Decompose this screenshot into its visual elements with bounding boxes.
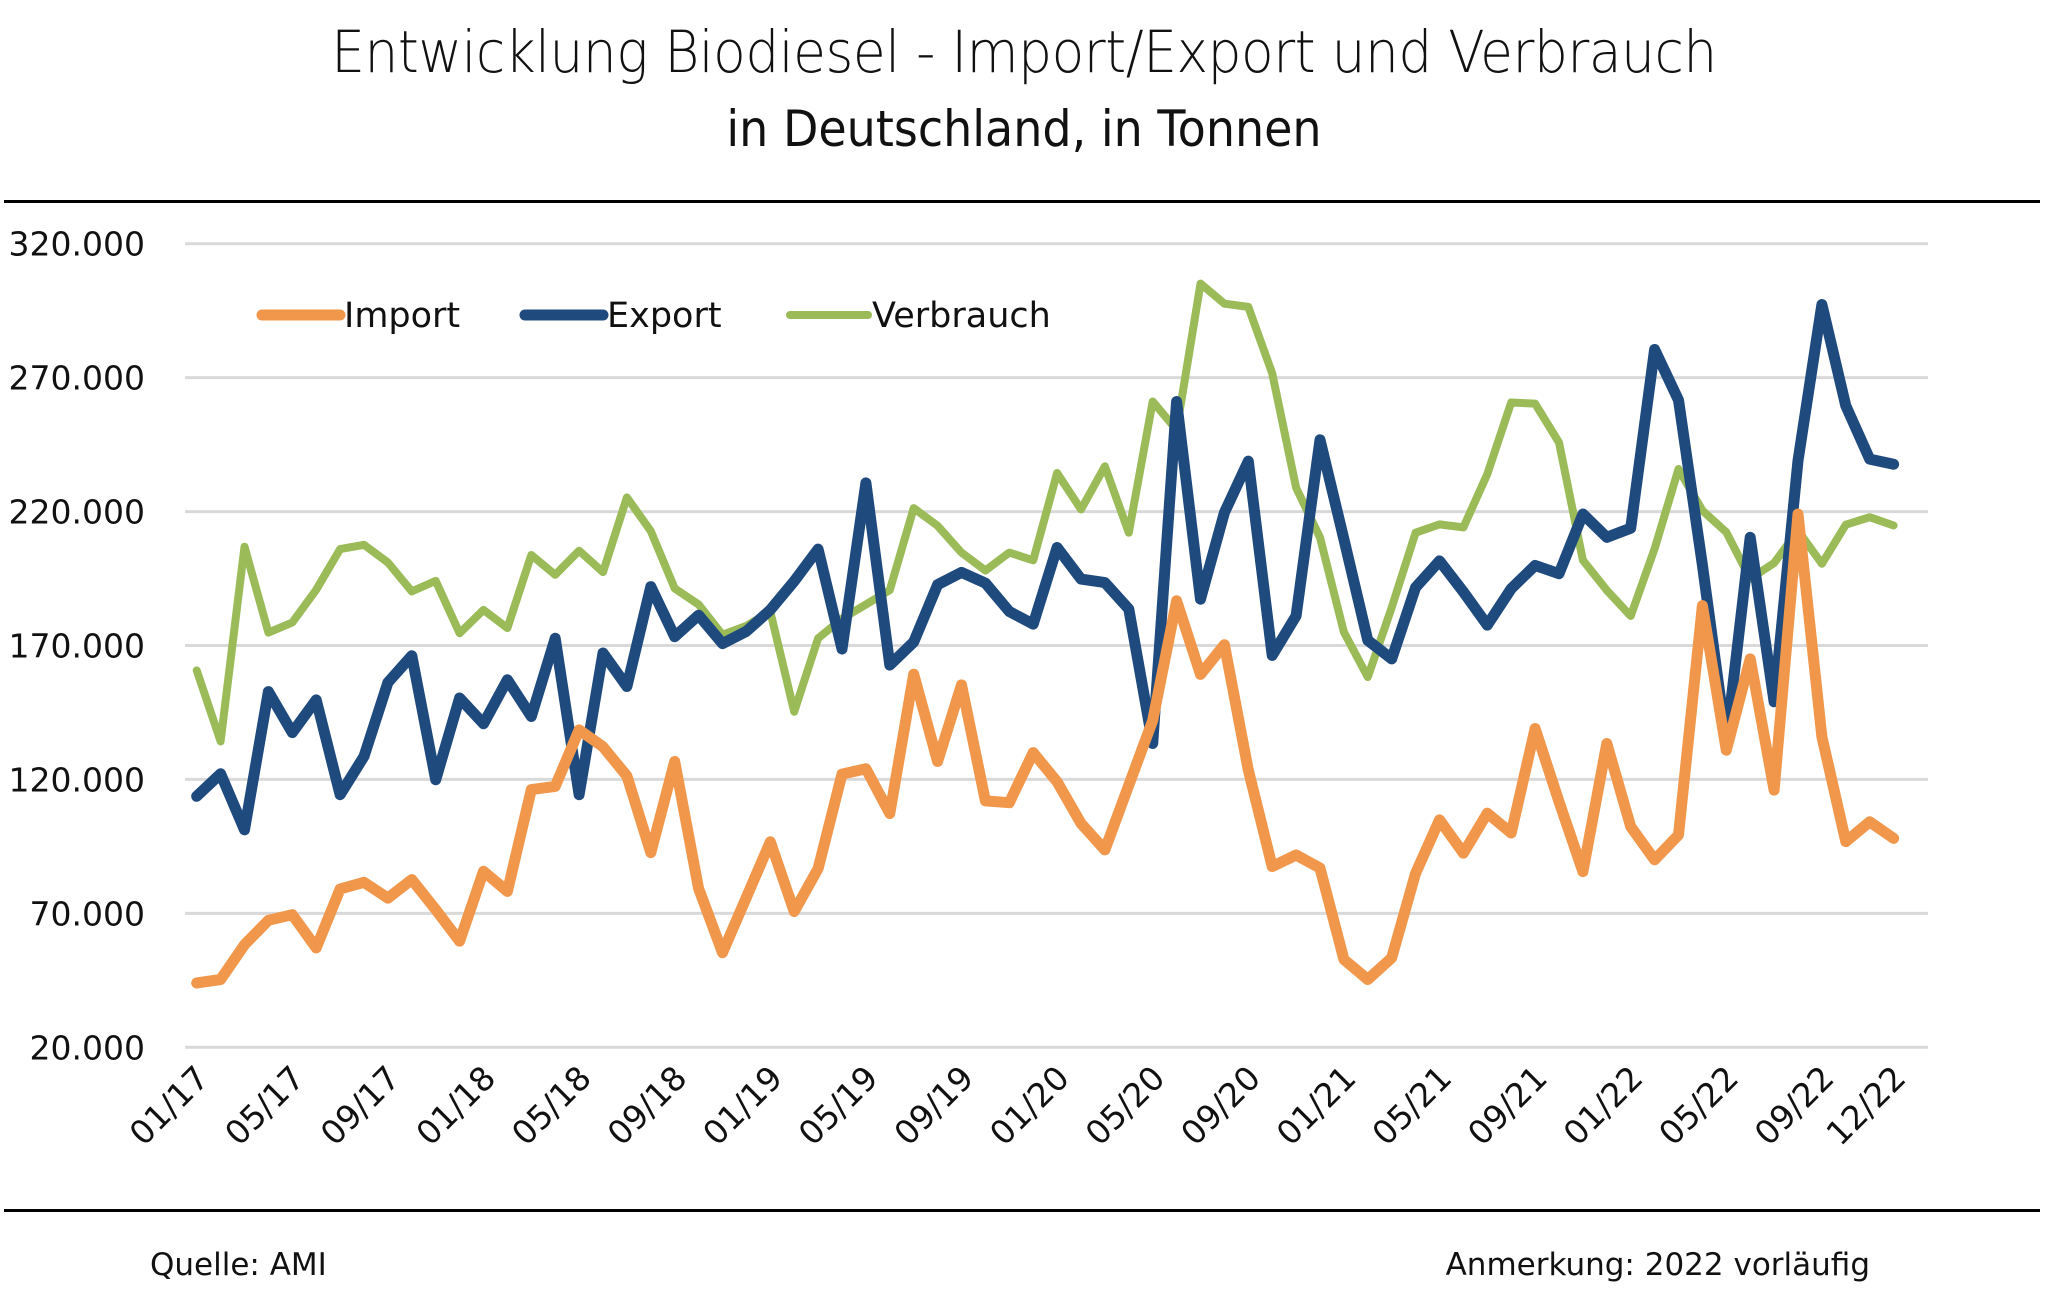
chart-title: Entwicklung Biodiesel - Import/Export un… bbox=[331, 18, 1717, 86]
y-tick-label: 220.000 bbox=[9, 493, 145, 532]
x-tick-label: 09/18 bbox=[600, 1058, 695, 1153]
series-line-verbrauch bbox=[192, 279, 1898, 746]
bottom-separator-line bbox=[4, 1209, 2040, 1212]
x-tick-label: 01/18 bbox=[408, 1058, 503, 1153]
x-tick-label: 05/19 bbox=[791, 1058, 886, 1153]
legend-label: Verbrauch bbox=[872, 296, 1051, 336]
x-tick-label: 01/19 bbox=[695, 1058, 790, 1153]
x-tick-label: 09/19 bbox=[886, 1058, 981, 1153]
series-import bbox=[191, 508, 1900, 989]
legend-item-verbrauch: Verbrauch bbox=[786, 296, 1051, 336]
series-export bbox=[191, 299, 1900, 836]
legend-item-export: Export bbox=[519, 296, 722, 336]
x-tick-label: 01/17 bbox=[122, 1058, 217, 1153]
x-axis: 01/17 05/17 09/17 01/18 05/18 09/18 01/19 05/19… bbox=[122, 1058, 1914, 1153]
y-tick-label: 120.000 bbox=[9, 760, 145, 799]
legend-item-import: Import bbox=[256, 296, 460, 336]
gridlines bbox=[185, 242, 1928, 1049]
x-tick-label: 05/18 bbox=[504, 1058, 599, 1153]
x-tick-label: 01/22 bbox=[1556, 1058, 1651, 1153]
legend: Import Export Verbrauch bbox=[256, 296, 1051, 336]
x-tick-label: 09/20 bbox=[1173, 1058, 1268, 1153]
chart-subtitle: in Deutschland, in Tonnen bbox=[726, 100, 1322, 158]
x-tick-label: 05/20 bbox=[1078, 1058, 1173, 1153]
y-tick-label: 270.000 bbox=[9, 359, 145, 398]
x-tick-label: 09/22 bbox=[1747, 1058, 1842, 1153]
y-axis: 20.000 70.000 120.000 170.000 220.000 270.000… bbox=[9, 225, 145, 1068]
series-line-import bbox=[191, 508, 1900, 989]
x-tick-label: 01/21 bbox=[1269, 1058, 1364, 1153]
x-tick-label: 05/17 bbox=[217, 1058, 312, 1153]
series-lines bbox=[191, 279, 1900, 989]
y-tick-label: 70.000 bbox=[30, 894, 145, 933]
x-tick-label: 01/20 bbox=[982, 1058, 1077, 1153]
legend-label: Export bbox=[607, 296, 722, 336]
x-tick-label: 05/21 bbox=[1364, 1058, 1459, 1153]
y-tick-label: 320.000 bbox=[9, 225, 145, 264]
legend-label: Import bbox=[344, 296, 460, 336]
annotation-note: Anmerkung: 2022 vorläufig bbox=[1445, 1247, 1870, 1283]
y-tick-label: 170.000 bbox=[9, 627, 145, 666]
source-note: Quelle: AMI bbox=[150, 1247, 327, 1283]
series-line-export bbox=[191, 299, 1900, 836]
top-separator-line bbox=[4, 200, 2040, 203]
x-tick-label: 09/21 bbox=[1460, 1058, 1555, 1153]
y-tick-label: 20.000 bbox=[30, 1028, 145, 1067]
x-tick-label: 09/17 bbox=[313, 1058, 408, 1153]
x-tick-label: 12/22 bbox=[1818, 1058, 1913, 1153]
x-tick-label: 05/22 bbox=[1651, 1058, 1746, 1153]
